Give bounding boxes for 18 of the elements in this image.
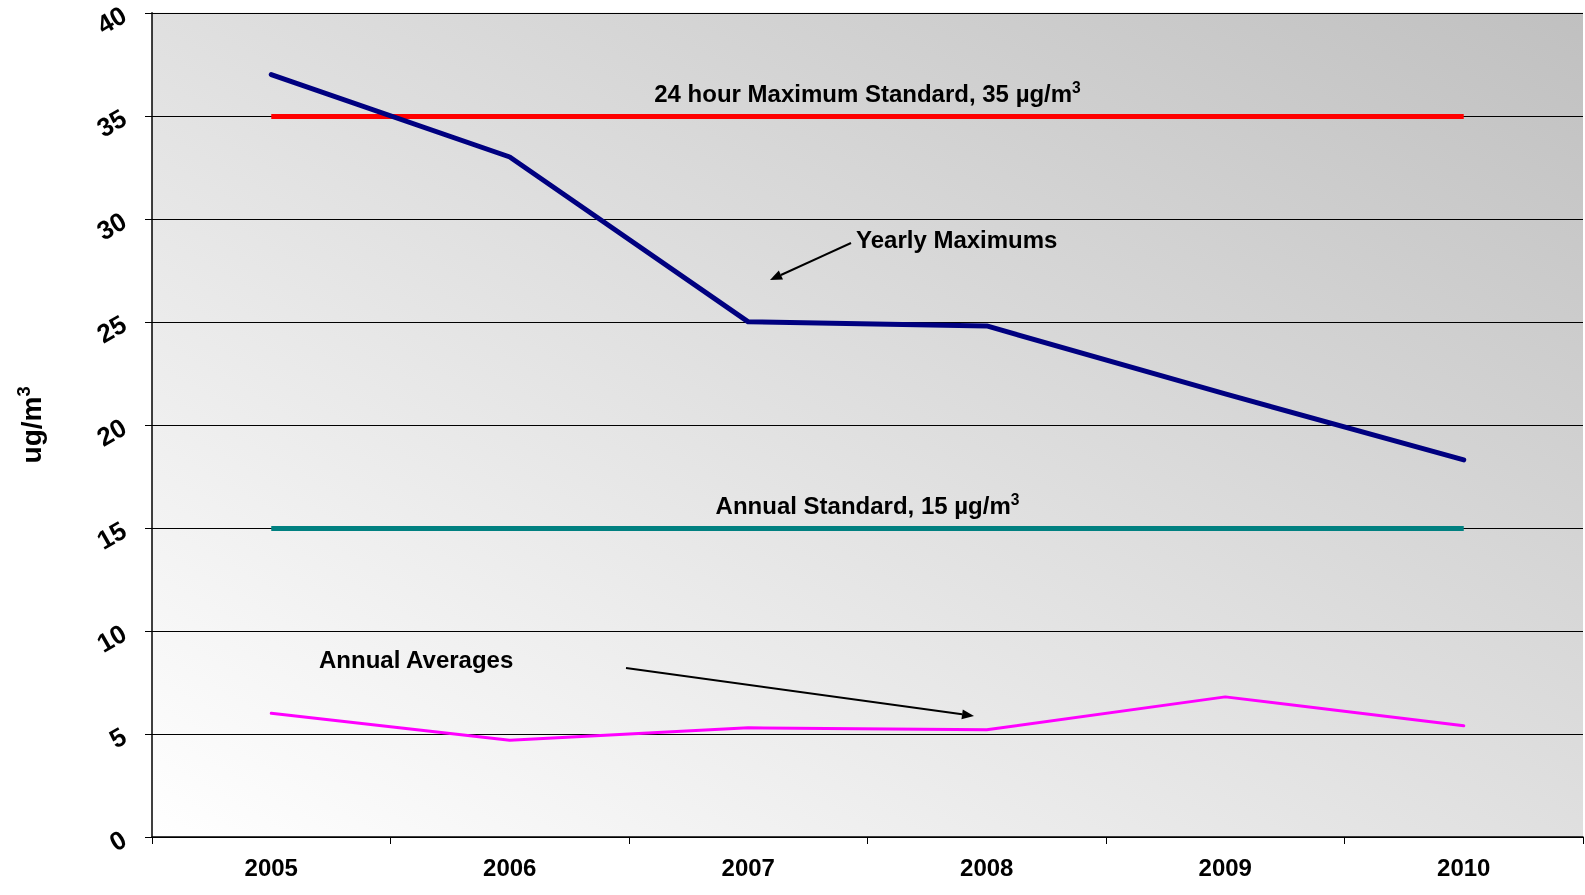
y-tick-label: 5 [103,720,132,755]
x-tick-label: 2007 [721,853,775,881]
x-tick-label: 2010 [1437,853,1491,881]
annotation: Annual Averages [319,645,514,673]
y-tick-label: 25 [91,308,132,350]
y-tick-label: 15 [91,514,132,556]
y-tick-label: 20 [91,411,132,453]
y-tick-label: 30 [91,205,132,247]
y-tick-label: 35 [91,102,132,144]
y-axis-title: ug/m3 [14,386,47,464]
x-tick-label: 2006 [483,853,537,881]
y-tick-label: 10 [91,617,132,659]
x-tick-label: 2009 [1198,853,1252,881]
x-tick-label: 2008 [960,853,1014,881]
annotation: Yearly Maximums [856,225,1058,253]
y-tick-label: 40 [91,0,132,41]
y-tick-label: 0 [103,824,132,858]
x-tick-label: 2005 [244,853,298,881]
